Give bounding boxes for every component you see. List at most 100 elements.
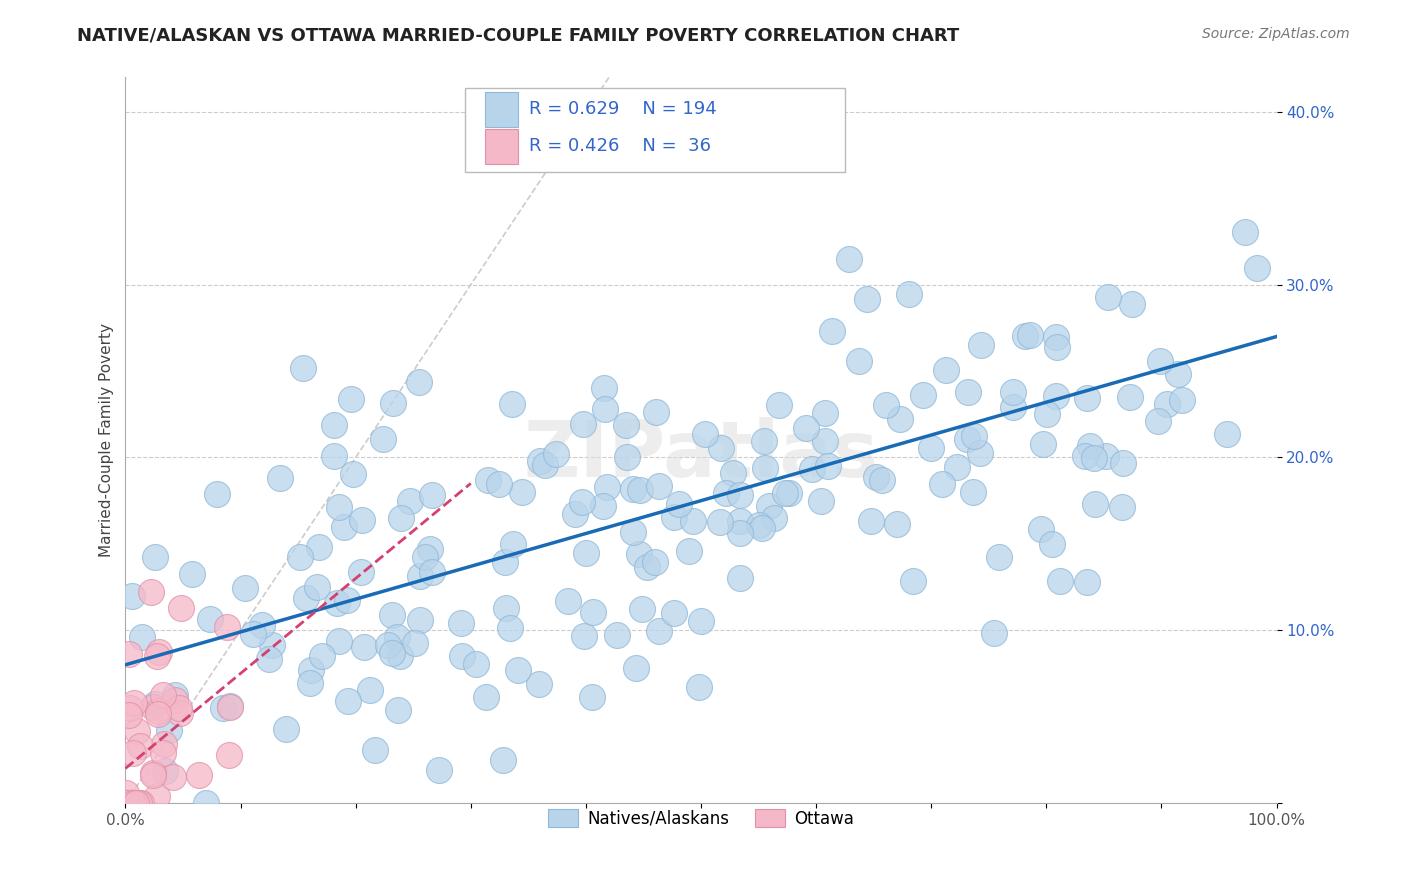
Point (1036, 408, 1059, 422)
Point (1001, 400, 1024, 414)
Point (1167, 368, 1189, 382)
Point (323, 450, 346, 464)
Point (408, 569, 430, 583)
Point (581, 690, 603, 704)
Point (420, 566, 443, 580)
Point (682, 515, 704, 529)
Text: Source: ZipAtlas.com: Source: ZipAtlas.com (1202, 27, 1350, 41)
Point (169, 600, 191, 615)
Point (571, 494, 593, 508)
Point (593, 401, 616, 416)
Point (810, 494, 832, 508)
Point (627, 547, 650, 561)
Point (450, 616, 472, 631)
Point (122, 696, 145, 710)
Point (621, 525, 644, 540)
Point (381, 646, 404, 660)
Point (593, 381, 616, 395)
Point (945, 459, 967, 474)
Point (728, 525, 751, 540)
Point (817, 459, 839, 474)
Point (1049, 574, 1071, 589)
Point (427, 763, 450, 777)
Point (897, 286, 920, 301)
Point (125, 723, 148, 738)
Point (308, 540, 330, 554)
Point (934, 362, 956, 376)
Point (118, 707, 141, 722)
Point (962, 485, 984, 500)
Point (860, 514, 883, 528)
Point (131, 631, 153, 645)
Point (773, 485, 796, 500)
Point (631, 602, 654, 616)
Point (218, 747, 240, 762)
Point (451, 649, 474, 664)
Point (1083, 450, 1105, 465)
Point (419, 541, 441, 556)
Point (181, 567, 204, 582)
Point (146, 706, 169, 721)
Point (988, 550, 1011, 565)
Point (1076, 391, 1098, 405)
FancyBboxPatch shape (485, 128, 517, 163)
Point (337, 694, 360, 708)
Point (332, 520, 354, 534)
Point (323, 418, 346, 433)
Point (388, 648, 411, 663)
Point (152, 746, 174, 760)
Point (218, 699, 240, 714)
Point (751, 521, 773, 535)
Point (146, 649, 169, 664)
Point (495, 601, 517, 615)
Point (1032, 437, 1054, 451)
Point (920, 441, 942, 455)
Point (502, 537, 524, 551)
Point (129, 796, 152, 810)
Point (115, 796, 138, 810)
Point (616, 450, 638, 464)
FancyBboxPatch shape (465, 88, 845, 172)
Point (1246, 260, 1268, 275)
Point (644, 405, 666, 419)
Point (288, 550, 311, 565)
Point (596, 480, 619, 494)
Point (122, 796, 145, 810)
Point (169, 701, 191, 715)
Point (870, 473, 893, 487)
Point (336, 592, 359, 607)
Point (709, 515, 731, 529)
Point (143, 549, 166, 564)
Point (389, 510, 412, 524)
Text: NATIVE/ALASKAN VS OTTAWA MARRIED-COUPLE FAMILY POVERTY CORRELATION CHART: NATIVE/ALASKAN VS OTTAWA MARRIED-COUPLE … (77, 27, 959, 45)
Point (557, 594, 579, 608)
Point (157, 723, 180, 738)
Point (465, 657, 488, 672)
Point (169, 706, 191, 720)
Point (752, 434, 775, 449)
Point (644, 555, 666, 569)
Point (408, 375, 430, 389)
Point (340, 392, 363, 406)
Point (291, 360, 314, 375)
Point (350, 513, 373, 527)
Point (188, 768, 211, 782)
Point (1040, 537, 1063, 551)
Point (148, 645, 170, 659)
Point (1097, 289, 1119, 303)
Point (794, 421, 817, 435)
Point (728, 571, 751, 585)
Point (911, 387, 934, 401)
Point (1046, 340, 1069, 354)
Point (311, 648, 333, 663)
Point (215, 620, 238, 634)
Point (143, 698, 166, 712)
Point (381, 607, 404, 622)
Point (889, 411, 911, 425)
Point (492, 753, 515, 767)
Point (721, 467, 744, 481)
Point (527, 676, 550, 690)
Point (678, 544, 700, 558)
Point (693, 427, 716, 442)
Point (146, 789, 169, 803)
